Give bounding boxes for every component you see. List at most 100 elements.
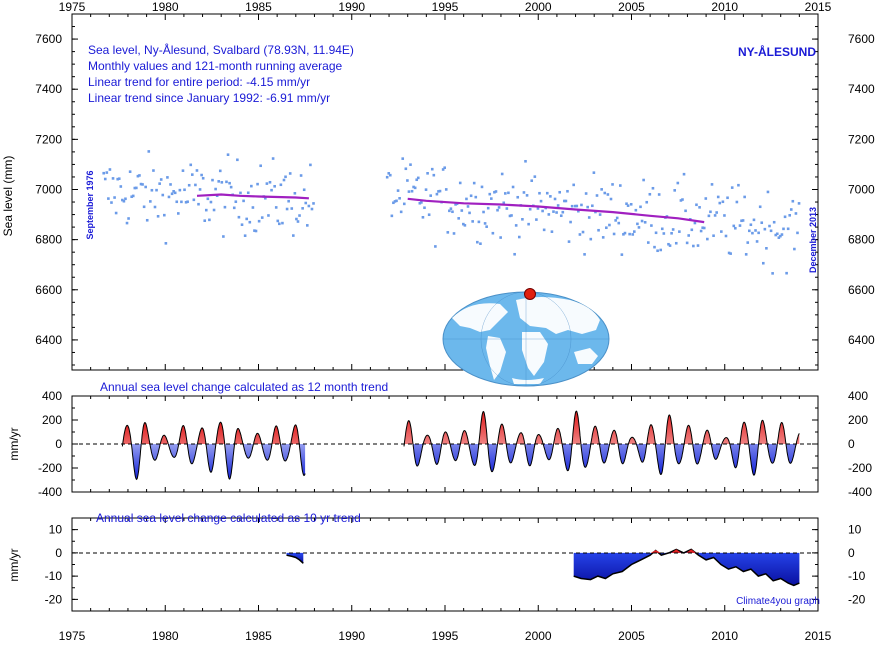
data-point — [214, 187, 217, 191]
data-point — [181, 169, 185, 172]
positive-area — [404, 411, 800, 444]
data-point — [581, 230, 585, 234]
data-point — [474, 195, 478, 199]
data-point — [208, 218, 211, 222]
data-point — [469, 194, 473, 198]
data-point — [679, 199, 683, 202]
data-point — [462, 222, 465, 226]
y-tick-label-right: -200 — [848, 461, 872, 475]
data-point — [265, 182, 269, 185]
positive-blip — [650, 550, 661, 553]
data-point — [426, 172, 429, 175]
data-point — [768, 224, 771, 228]
data-point — [406, 179, 409, 182]
data-point — [774, 233, 778, 237]
data-point — [282, 178, 286, 182]
x-tick-label-bottom: 1985 — [245, 629, 272, 643]
data-point — [656, 249, 659, 253]
y-tick-label-right: -400 — [848, 485, 872, 499]
positive-blip — [686, 549, 697, 553]
y-tick-label-right: 6600 — [848, 283, 875, 297]
data-point — [654, 231, 658, 235]
data-point — [645, 200, 649, 204]
data-point — [480, 185, 484, 189]
data-point — [243, 234, 247, 237]
data-point — [187, 183, 191, 187]
data-point — [228, 181, 231, 185]
data-point — [788, 214, 792, 217]
data-point — [413, 186, 417, 190]
data-point — [159, 178, 163, 181]
data-point — [668, 244, 672, 247]
data-point — [780, 233, 784, 236]
data-point — [751, 231, 754, 235]
data-point — [471, 220, 474, 223]
data-point — [494, 190, 498, 193]
data-point — [609, 197, 613, 201]
x-tick-label-bottom: 2015 — [805, 629, 832, 643]
data-point — [505, 207, 509, 210]
data-point — [712, 234, 715, 238]
data-point — [570, 204, 574, 208]
data-point — [497, 206, 501, 209]
data-point — [113, 196, 116, 199]
y-tick-label-right: 6400 — [848, 333, 875, 347]
data-point — [167, 195, 171, 199]
data-point — [458, 181, 462, 185]
data-point — [246, 191, 250, 195]
data-point — [234, 200, 238, 204]
data-point — [107, 197, 110, 200]
data-point — [398, 197, 401, 200]
y-tick-label-right: 400 — [848, 389, 868, 403]
data-point — [702, 226, 706, 230]
data-point — [707, 214, 711, 218]
data-point — [170, 192, 174, 196]
data-point — [793, 247, 796, 251]
monthly-points — [102, 150, 801, 275]
data-point — [141, 183, 144, 186]
data-point — [257, 219, 261, 223]
data-point — [670, 231, 673, 235]
data-point — [727, 251, 731, 255]
data-point — [527, 222, 530, 226]
data-point — [580, 203, 583, 207]
data-point — [629, 202, 633, 206]
data-point — [281, 221, 284, 225]
data-point — [183, 188, 186, 192]
data-point — [567, 240, 571, 243]
running-average-line — [407, 197, 705, 224]
data-point — [102, 171, 106, 175]
data-point — [138, 174, 141, 177]
data-point — [726, 196, 729, 200]
data-point — [452, 232, 456, 235]
data-point — [223, 205, 227, 209]
y-label-sea-level: Sea level (mm) — [1, 156, 15, 237]
x-tick-label-bottom: 1975 — [59, 629, 86, 643]
data-point — [463, 224, 467, 227]
data-point — [696, 244, 700, 247]
data-point — [724, 234, 728, 238]
data-point — [136, 174, 140, 178]
data-point — [556, 204, 560, 207]
data-point — [530, 179, 534, 182]
data-point — [740, 219, 743, 223]
data-point — [184, 200, 188, 204]
data-point — [198, 188, 202, 191]
trend-line-10yr — [573, 548, 800, 587]
data-point — [466, 205, 470, 208]
data-point — [507, 191, 510, 195]
data-point — [545, 191, 549, 195]
data-point — [681, 198, 684, 201]
data-point — [399, 210, 403, 214]
data-point — [250, 184, 253, 188]
data-point — [254, 229, 258, 233]
data-point — [178, 188, 182, 192]
y-axis-10yr: -20 -20 -10 -10 0 0 10 10 — [45, 517, 866, 612]
data-point — [615, 216, 619, 220]
data-point — [192, 198, 196, 202]
data-point — [741, 219, 745, 222]
data-point — [729, 252, 732, 255]
data-point — [237, 215, 241, 219]
data-point — [454, 203, 457, 206]
data-point — [204, 208, 208, 212]
